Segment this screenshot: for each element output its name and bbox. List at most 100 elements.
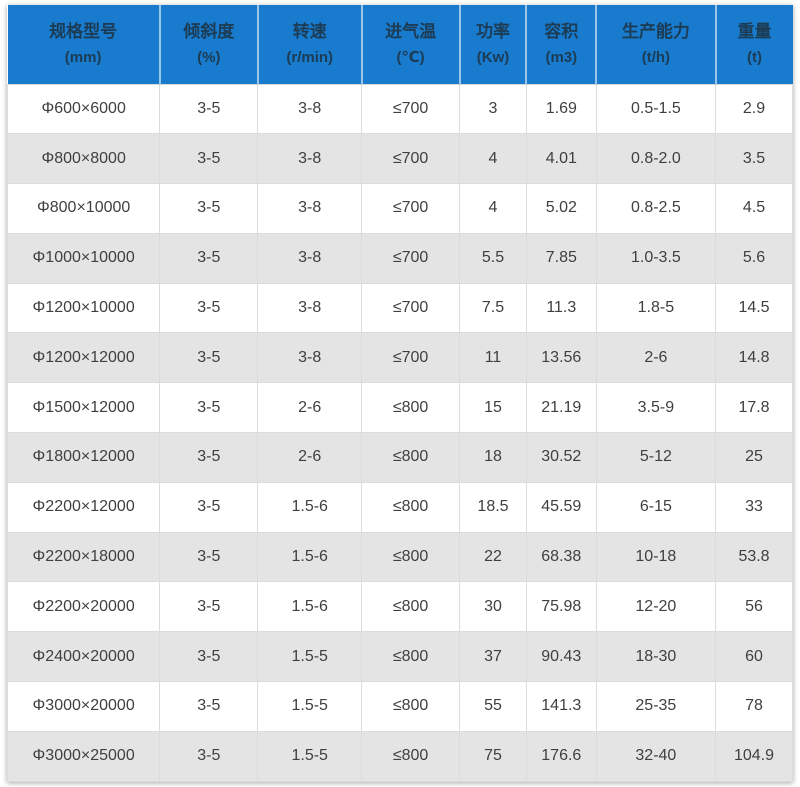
column-unit: (r/min): [286, 48, 334, 66]
table-cell: ≤700: [361, 133, 461, 185]
table-cell: 2-6: [257, 432, 363, 483]
table-row: Φ1800×12000 3-5 2-6 ≤800 18 30.52 5-12 25: [6, 432, 793, 483]
table-cell: 3-5: [159, 232, 259, 284]
table-cell: 11.3: [525, 282, 597, 334]
table-cell: 4: [459, 183, 527, 234]
table-cell: 3-5: [159, 332, 259, 384]
table-cell: 1.5-5: [257, 681, 363, 732]
table-cell: 90.43: [525, 631, 597, 683]
table-cell: 56: [715, 581, 793, 633]
table-cell: Φ600×6000: [6, 83, 161, 135]
table-row: Φ2200×18000 3-5 1.5-6 ≤800 22 68.38 10-18 53.8: [6, 531, 793, 583]
table-cell: ≤800: [361, 432, 461, 483]
table-cell: 1.8-5: [595, 282, 717, 334]
table-cell: Φ1500×12000: [6, 382, 161, 434]
column-label: 规格型号: [49, 22, 118, 42]
column-unit: (℃): [396, 48, 425, 66]
column-header-8: 重量 (t): [715, 5, 793, 84]
table-cell: ≤700: [361, 183, 461, 234]
table-cell: 1.5-6: [257, 581, 363, 633]
column-header-4: 进气温 (℃): [361, 5, 461, 84]
column-label: 容积: [544, 22, 579, 42]
table-cell: Φ3000×20000: [6, 681, 161, 732]
table-row: Φ1000×10000 3-5 3-8 ≤700 5.5 7.85 1.0-3.5 5.6: [6, 232, 793, 284]
table-row: Φ1200×10000 3-5 3-8 ≤700 7.5 11.3 1.8-5 14.5: [6, 282, 793, 334]
table-cell: 5.6: [715, 232, 793, 284]
table-cell: 18.5: [459, 481, 527, 533]
table-cell: 3-8: [257, 83, 363, 135]
table-row: Φ2200×12000 3-5 1.5-6 ≤800 18.5 45.59 6-15 33: [6, 481, 793, 533]
table-row: Φ1200×12000 3-5 3-8 ≤700 11 13.56 2-6 14.8: [6, 332, 793, 384]
table-cell: 104.9: [715, 730, 793, 782]
table-cell: Φ1000×10000: [6, 232, 161, 284]
table-cell: 53.8: [715, 531, 793, 583]
column-label: 功率: [476, 22, 510, 42]
table-cell: 32-40: [595, 730, 717, 782]
table-cell: 25: [715, 432, 793, 483]
table-cell: 3: [459, 83, 527, 135]
table-cell: 11: [459, 332, 527, 384]
table-cell: 7.85: [525, 232, 597, 284]
column-unit: (%): [197, 48, 221, 66]
table-cell: 25-35: [595, 681, 717, 732]
column-label: 倾斜度: [183, 22, 235, 42]
table-cell: 68.38: [525, 531, 597, 583]
table-cell: 15: [459, 382, 527, 434]
table-row: Φ800×10000 3-5 3-8 ≤700 4 5.02 0.8-2.5 4.5: [6, 183, 793, 234]
column-header-2: 倾斜度 (%): [159, 5, 259, 84]
table-cell: 12-20: [595, 581, 717, 633]
table-cell: 14.5: [715, 282, 793, 334]
table-header: 规格型号 (mm) 倾斜度 (%) 转速 (r/min) 进气温 (℃) 功率 (Kw) 容积 (m3…: [7, 5, 793, 84]
table-cell: 3-5: [159, 681, 259, 732]
column-unit: (m3): [545, 48, 578, 66]
table-cell: 22: [459, 531, 527, 583]
table-cell: ≤700: [361, 332, 461, 384]
table-cell: 3-5: [159, 282, 259, 334]
table-row: Φ1500×12000 3-5 2-6 ≤800 15 21.19 3.5-9 17.8: [6, 382, 793, 434]
table-row: Φ3000×20000 3-5 1.5-5 ≤800 55 141.3 25-35 78: [6, 681, 793, 732]
table-cell: Φ1200×10000: [6, 282, 161, 334]
column-header-3: 转速 (r/min): [257, 5, 363, 84]
table-cell: 2.9: [715, 83, 793, 135]
column-unit: (mm): [64, 48, 102, 66]
table-cell: 10-18: [595, 531, 717, 583]
table-cell: 3-8: [257, 133, 363, 185]
table-cell: 55: [459, 681, 527, 732]
column-unit: (t): [747, 48, 763, 66]
column-label: 重量: [737, 22, 772, 42]
table-cell: 4.5: [715, 183, 793, 234]
table-cell: 176.6: [525, 730, 597, 782]
table-cell: 3-5: [159, 133, 259, 185]
table-cell: ≤800: [361, 481, 461, 533]
table-cell: 3-5: [159, 531, 259, 583]
table-cell: ≤800: [361, 730, 461, 782]
table-cell: 3-5: [159, 83, 259, 135]
table-cell: 1.5-5: [257, 730, 363, 782]
table-cell: 75.98: [525, 581, 597, 633]
header-row: 规格型号 (mm) 倾斜度 (%) 转速 (r/min) 进气温 (℃) 功率 (Kw) 容积 (m3…: [7, 5, 793, 84]
table-cell: 13.56: [525, 332, 597, 384]
column-unit: (t/h): [641, 48, 671, 66]
table-cell: Φ1800×12000: [6, 432, 161, 483]
table-cell: 60: [715, 631, 793, 683]
table-cell: 3-8: [257, 332, 363, 384]
table-row: Φ2200×20000 3-5 1.5-6 ≤800 30 75.98 12-20 56: [6, 581, 793, 633]
table-row: Φ600×6000 3-5 3-8 ≤700 3 1.69 0.5-1.5 2.9: [6, 83, 793, 135]
table-cell: Φ2200×18000: [6, 531, 161, 583]
table-cell: Φ1200×12000: [6, 332, 161, 384]
column-header-5: 功率 (Kw): [459, 5, 528, 84]
table-cell: 30: [459, 581, 527, 633]
table-cell: 75: [459, 730, 527, 782]
table-cell: 0.5-1.5: [595, 83, 717, 135]
column-header-1: 规格型号 (mm): [7, 5, 161, 84]
table-cell: 1.0-3.5: [595, 232, 717, 284]
table-cell: ≤800: [361, 382, 461, 434]
table-cell: 3.5-9: [595, 382, 717, 434]
table-cell: 1.5-6: [257, 481, 363, 533]
table-cell: 18: [459, 432, 527, 483]
table-cell: Φ3000×25000: [6, 730, 161, 782]
table-cell: Φ2200×20000: [6, 581, 161, 633]
table-cell: Φ2200×12000: [6, 481, 161, 533]
product-spec-table: 规格型号 (mm) 倾斜度 (%) 转速 (r/min) 进气温 (℃) 功率 (Kw) 容积 (m3…: [6, 5, 793, 782]
table-cell: 5-12: [595, 432, 717, 483]
